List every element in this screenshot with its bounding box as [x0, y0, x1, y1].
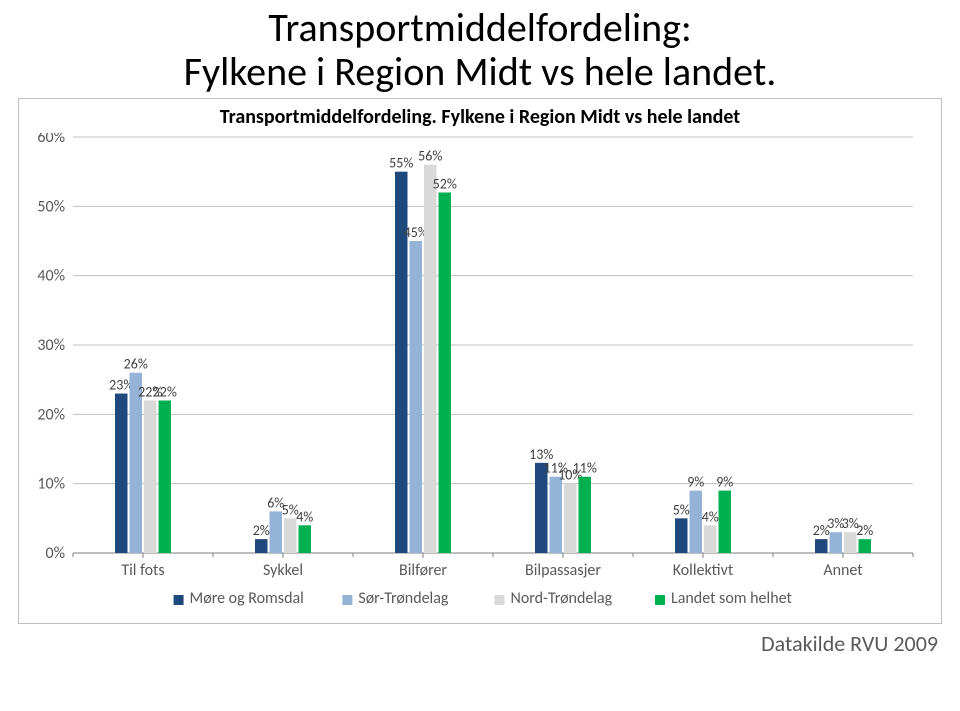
svg-text:Kollektivt: Kollektivt: [673, 561, 734, 580]
svg-text:26%: 26%: [124, 356, 148, 373]
svg-text:Bilfører: Bilfører: [399, 561, 447, 580]
svg-text:56%: 56%: [418, 148, 442, 165]
svg-text:2%: 2%: [253, 522, 270, 539]
svg-text:4%: 4%: [702, 508, 719, 525]
svg-text:Bilpassasjer: Bilpassasjer: [525, 561, 601, 580]
svg-text:40%: 40%: [37, 267, 65, 286]
svg-text:52%: 52%: [433, 175, 457, 192]
svg-text:20%: 20%: [37, 405, 65, 424]
svg-text:Sør-Trøndelag: Sør-Trøndelag: [358, 589, 449, 608]
svg-text:Møre og Romsdal: Møre og Romsdal: [190, 589, 304, 608]
chart-title: Transportmiddelfordeling. Fylkene i Regi…: [19, 103, 941, 133]
plot-area: 0%10%20%30%40%50%60%23%26%22%22%Til fots…: [25, 133, 927, 621]
svg-text:4%: 4%: [296, 508, 313, 525]
svg-text:2%: 2%: [856, 522, 873, 539]
data-source-footer: Datakilde RVU 2009: [0, 624, 960, 657]
page-title-line2: Fylkene i Region Midt vs hele landet.: [184, 47, 777, 96]
svg-text:5%: 5%: [673, 501, 690, 518]
svg-text:11%: 11%: [573, 460, 597, 477]
svg-text:Annet: Annet: [823, 561, 863, 580]
chart-frame: Transportmiddelfordeling. Fylkene i Regi…: [18, 98, 942, 624]
svg-text:9%: 9%: [716, 474, 733, 491]
chart-svg: 0%10%20%30%40%50%60%23%26%22%22%Til fots…: [25, 133, 921, 621]
svg-text:30%: 30%: [37, 336, 65, 355]
svg-text:Nord-Trøndelag: Nord-Trøndelag: [511, 589, 613, 608]
svg-text:Sykkel: Sykkel: [263, 561, 303, 580]
svg-text:9%: 9%: [687, 474, 704, 491]
svg-text:Landet som helhet: Landet som helhet: [671, 589, 792, 608]
svg-text:55%: 55%: [389, 155, 413, 172]
svg-text:Til fots: Til fots: [121, 561, 164, 580]
svg-text:10%: 10%: [37, 475, 65, 494]
svg-text:50%: 50%: [37, 197, 65, 216]
page-title: Transportmiddelfordeling: Fylkene i Regi…: [0, 0, 960, 98]
svg-text:0%: 0%: [45, 544, 65, 563]
svg-text:60%: 60%: [37, 133, 65, 147]
page-title-line1: Transportmiddelfordeling:: [268, 3, 691, 52]
svg-text:22%: 22%: [153, 383, 177, 400]
